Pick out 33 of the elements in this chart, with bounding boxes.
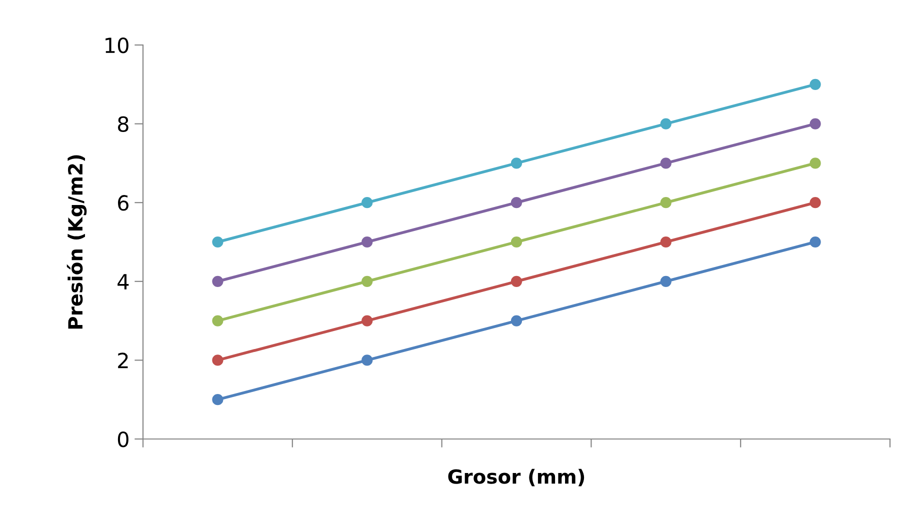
point: [212, 236, 224, 248]
point: [362, 236, 373, 248]
point: [362, 315, 373, 326]
point: [362, 354, 373, 366]
y-tick-label: 8: [118, 116, 128, 132]
point: [362, 197, 373, 208]
point: [212, 394, 224, 406]
point: [810, 78, 821, 90]
point: [810, 118, 821, 130]
point: [212, 276, 224, 287]
point: [212, 315, 224, 326]
point: [510, 315, 522, 326]
y-tick-label: 2: [118, 352, 128, 368]
point: [510, 236, 522, 248]
point: [660, 197, 672, 208]
point: [810, 197, 821, 208]
point: [212, 354, 224, 366]
point: [810, 158, 821, 169]
x-axis-title: Grosor (mm): [448, 468, 584, 486]
point: [510, 276, 522, 287]
y-tick-label: 4: [118, 274, 129, 290]
point: [810, 236, 821, 248]
point: [660, 158, 672, 169]
point: [660, 276, 672, 287]
point: [660, 236, 672, 248]
point: [510, 197, 522, 208]
point: [660, 118, 672, 130]
y-tick-label: 6: [118, 195, 128, 211]
point: [362, 276, 373, 287]
y-tick-label: 10: [106, 37, 128, 54]
point: [510, 158, 522, 169]
y-tick-label: 0: [118, 431, 128, 448]
y-axis-title: Presión (Kg/m2): [66, 155, 87, 329]
